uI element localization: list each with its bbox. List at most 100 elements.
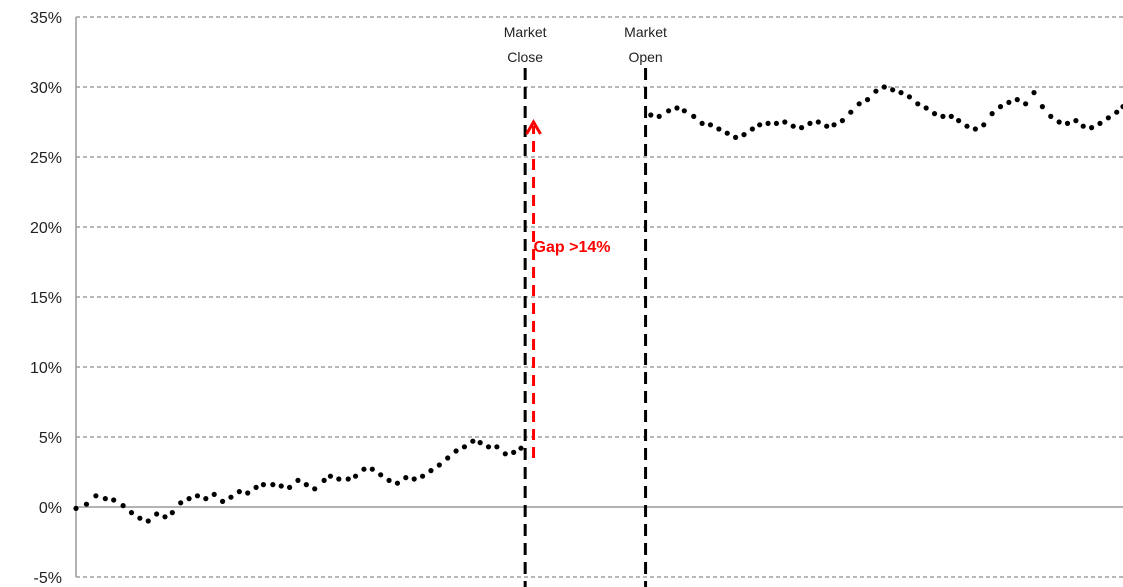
data-point	[790, 123, 796, 129]
data-point	[881, 84, 887, 90]
data-point	[219, 498, 226, 504]
data-point	[428, 468, 434, 474]
data-point	[948, 113, 954, 119]
data-point	[378, 472, 384, 478]
data-point	[245, 490, 251, 496]
data-point	[749, 126, 755, 132]
data-point	[824, 123, 830, 129]
data-point	[211, 491, 217, 497]
data-point	[1120, 104, 1123, 110]
data-point	[956, 118, 962, 124]
data-point	[470, 438, 476, 444]
data-point	[691, 113, 697, 119]
data-point	[485, 444, 492, 450]
data-point	[923, 105, 929, 111]
y-tick-label: 0%	[39, 500, 62, 517]
market-line-label: Market	[504, 24, 547, 40]
data-point	[1105, 115, 1111, 121]
grid-lines	[76, 16, 1123, 578]
data-point	[511, 449, 517, 455]
data-point	[1097, 120, 1103, 126]
data-point	[253, 484, 259, 490]
data-point	[699, 120, 705, 126]
market-line-label: Close	[507, 49, 543, 65]
data-point	[815, 119, 821, 125]
y-tick-label: 5%	[39, 430, 62, 447]
data-point	[798, 125, 805, 131]
gap-arrow-head	[525, 119, 542, 135]
data-point	[411, 476, 417, 482]
data-point	[352, 473, 359, 479]
data-point	[120, 503, 126, 509]
data-point	[724, 130, 730, 136]
data-point	[648, 112, 654, 118]
data-point	[286, 484, 293, 490]
data-point	[394, 480, 401, 486]
data-point	[989, 111, 995, 117]
data-point	[906, 94, 913, 100]
data-point	[856, 101, 862, 107]
data-point	[1039, 104, 1045, 110]
data-point	[831, 122, 837, 128]
data-point	[327, 473, 334, 479]
data-point	[186, 496, 192, 502]
data-point	[236, 489, 242, 495]
data-point	[981, 122, 987, 128]
series-points	[73, 84, 1123, 524]
data-point	[137, 515, 143, 521]
data-point	[681, 108, 687, 114]
data-point	[1080, 123, 1086, 129]
data-point	[178, 500, 184, 506]
data-point	[203, 496, 209, 502]
data-point	[773, 120, 780, 126]
data-point	[848, 109, 854, 115]
data-point	[312, 486, 318, 492]
data-point	[716, 126, 722, 132]
data-point	[1073, 118, 1079, 124]
market-line-label: Market	[624, 24, 667, 40]
data-point	[228, 494, 234, 500]
data-point	[83, 501, 90, 507]
data-point	[270, 482, 276, 488]
y-tick-label: -5%	[34, 570, 62, 587]
data-point	[303, 482, 309, 488]
data-point	[518, 445, 524, 451]
data-point	[336, 476, 342, 482]
market-lines: Market Close Market Open	[504, 24, 667, 587]
data-point	[972, 126, 978, 132]
data-point	[321, 477, 327, 483]
data-point	[162, 514, 168, 520]
market-line-label: Open	[628, 49, 662, 65]
data-point	[1006, 99, 1012, 105]
data-point	[154, 511, 160, 517]
data-point	[345, 476, 351, 482]
data-point	[940, 113, 946, 119]
data-point	[461, 444, 468, 450]
data-point	[1056, 119, 1062, 125]
data-point	[931, 111, 938, 117]
data-point	[93, 493, 99, 499]
data-point	[1114, 109, 1120, 115]
annotations: Gap >14%	[525, 119, 610, 458]
data-point	[436, 462, 442, 468]
data-point	[765, 120, 771, 126]
y-tick-label: 25%	[30, 150, 62, 167]
data-point	[898, 90, 904, 96]
y-tick-label: 30%	[30, 80, 62, 97]
data-point	[674, 105, 680, 111]
data-point	[1064, 120, 1071, 126]
data-point	[873, 88, 879, 94]
data-point	[403, 475, 409, 481]
data-point	[502, 451, 508, 457]
data-point	[839, 118, 846, 124]
data-point	[1031, 90, 1037, 96]
y-tick-label: 20%	[30, 220, 62, 237]
data-point	[369, 466, 375, 472]
y-tick-label: 10%	[30, 360, 62, 377]
data-point	[278, 483, 284, 489]
data-point	[915, 101, 921, 107]
data-point	[997, 104, 1004, 110]
data-point	[782, 119, 788, 125]
data-point	[1048, 113, 1054, 119]
data-point	[73, 505, 79, 511]
